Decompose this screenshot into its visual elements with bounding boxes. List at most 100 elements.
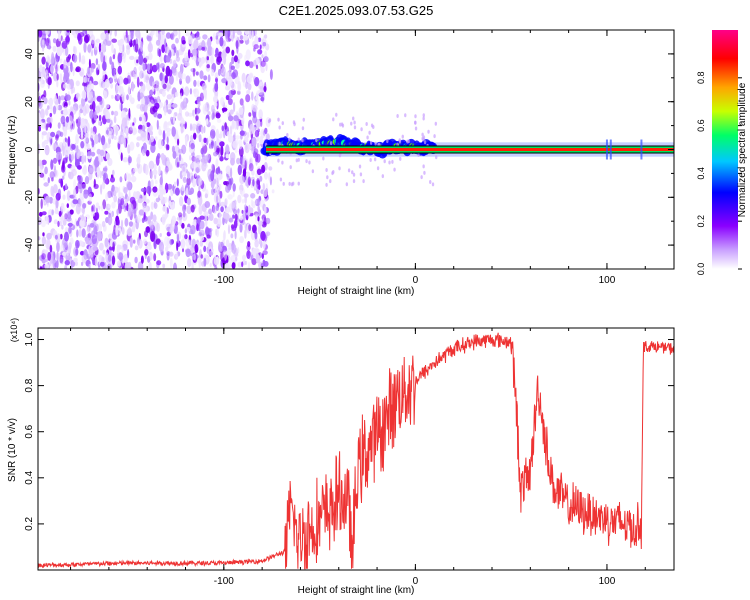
noise-speckle xyxy=(91,67,94,73)
noise-speckle xyxy=(256,153,261,163)
noise-speckle xyxy=(55,192,61,201)
noise-speckle xyxy=(128,156,132,164)
noise-speckle xyxy=(164,75,168,84)
signal-speckle xyxy=(291,181,295,186)
signal-speckle xyxy=(366,135,369,140)
noise-speckle xyxy=(56,73,59,81)
noise-speckle xyxy=(129,70,135,78)
noise-speckle xyxy=(230,233,234,239)
noise-speckle xyxy=(195,107,201,114)
noise-speckle xyxy=(89,110,94,120)
colorbar-tick-label: 0.2 xyxy=(696,215,706,228)
noise-speckle xyxy=(208,145,214,150)
noise-speckle xyxy=(64,260,71,266)
noise-speckle xyxy=(124,217,129,227)
noise-speckle xyxy=(115,225,119,236)
noise-speckle xyxy=(171,126,176,137)
signal-speckle xyxy=(340,122,344,127)
signal-speckle xyxy=(329,141,333,146)
noise-speckle xyxy=(41,131,48,136)
noise-speckle xyxy=(49,244,53,253)
noise-speckle xyxy=(226,131,230,137)
noise-speckle xyxy=(87,143,91,151)
noise-speckle xyxy=(137,91,141,102)
noise-speckle xyxy=(186,205,192,215)
noise-speckle xyxy=(241,72,246,83)
noise-speckle xyxy=(179,216,182,227)
noise-speckle xyxy=(246,75,252,84)
noise-speckle xyxy=(122,32,127,43)
noise-speckle xyxy=(181,73,187,80)
noise-speckle xyxy=(171,215,177,225)
noise-speckle xyxy=(63,185,66,192)
noise-speckle xyxy=(234,230,237,240)
noise-speckle xyxy=(73,54,78,63)
noise-speckle xyxy=(95,212,100,220)
noise-speckle xyxy=(63,83,67,89)
noise-speckle xyxy=(208,208,213,215)
noise-speckle xyxy=(44,166,48,175)
noise-speckle xyxy=(159,176,163,186)
noise-speckle xyxy=(166,252,170,261)
noise-speckle xyxy=(146,185,152,195)
signal-speckle xyxy=(352,116,355,121)
noise-speckle xyxy=(265,62,268,72)
noise-speckle xyxy=(65,252,71,262)
noise-speckle xyxy=(247,241,251,248)
noise-speckle xyxy=(159,233,162,237)
noise-speckle xyxy=(182,247,184,253)
noise-speckle xyxy=(225,239,230,247)
noise-speckle xyxy=(108,130,112,140)
noise-speckle xyxy=(161,90,166,97)
noise-speckle xyxy=(63,138,66,147)
noise-speckle xyxy=(265,231,271,236)
noise-speckle xyxy=(168,251,174,257)
noise-speckle xyxy=(84,176,90,185)
noise-speckle xyxy=(99,155,102,166)
noise-speckle xyxy=(245,60,250,67)
noise-speckle xyxy=(182,176,187,183)
noise-speckle xyxy=(150,211,154,220)
noise-speckle xyxy=(75,203,81,215)
noise-speckle xyxy=(101,135,106,146)
signal-speckle xyxy=(295,158,299,163)
noise-speckle xyxy=(232,214,235,219)
signal-speckle xyxy=(414,114,417,119)
noise-speckle xyxy=(244,136,249,143)
noise-speckle xyxy=(39,64,43,73)
noise-speckle xyxy=(268,166,273,171)
x-tick-label: -100 xyxy=(214,275,234,286)
signal-speckle xyxy=(278,141,281,146)
signal-speckle xyxy=(338,153,342,158)
noise-speckle xyxy=(262,240,266,250)
noise-speckle xyxy=(44,69,49,79)
noise-speckle xyxy=(119,102,122,111)
noise-speckle xyxy=(47,77,52,86)
noise-speckle xyxy=(166,131,171,137)
noise-speckle xyxy=(259,81,263,87)
noise-speckle xyxy=(136,156,141,164)
signal-speckle xyxy=(358,164,362,169)
noise-speckle xyxy=(220,201,226,207)
colorbar-tick-label: 0.8 xyxy=(696,72,706,85)
noise-speckle xyxy=(198,231,203,237)
noise-speckle xyxy=(90,151,96,157)
noise-speckle xyxy=(104,178,110,185)
noise-speckle xyxy=(159,190,163,201)
signal-speckle xyxy=(277,158,280,163)
noise-speckle xyxy=(43,97,48,105)
noise-speckle xyxy=(180,92,183,100)
noise-speckle xyxy=(170,32,175,41)
noise-speckle xyxy=(112,54,116,60)
noise-speckle xyxy=(45,215,50,225)
noise-speckle xyxy=(203,211,209,217)
noise-speckle xyxy=(117,39,122,46)
noise-speckle xyxy=(203,75,208,81)
noise-speckle xyxy=(50,53,55,64)
noise-speckle xyxy=(180,117,184,125)
noise-speckle xyxy=(175,70,179,82)
noise-speckle xyxy=(241,261,244,268)
noise-speckle xyxy=(42,45,45,52)
noise-speckle xyxy=(111,184,115,192)
noise-speckle xyxy=(193,132,197,140)
